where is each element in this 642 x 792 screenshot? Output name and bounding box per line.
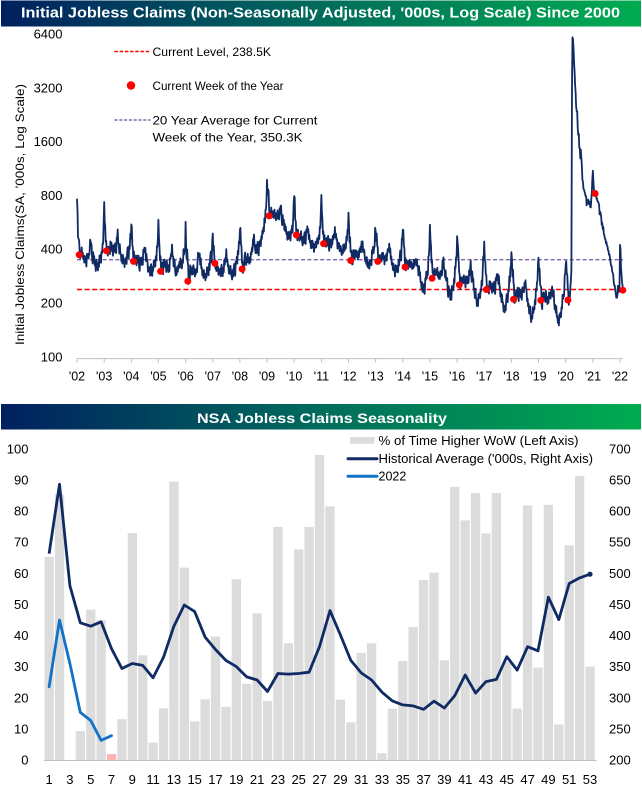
svg-text:41: 41 [458, 772, 472, 787]
svg-text:30: 30 [14, 659, 28, 674]
svg-text:'17: '17 [476, 370, 492, 384]
svg-text:49: 49 [541, 772, 555, 787]
svg-text:3: 3 [66, 772, 73, 787]
svg-text:'15: '15 [422, 370, 438, 384]
svg-text:800: 800 [41, 188, 63, 203]
svg-text:7: 7 [108, 772, 115, 787]
svg-text:70: 70 [14, 535, 28, 550]
svg-text:Week of the Year, 350.3K: Week of the Year, 350.3K [153, 131, 303, 145]
svg-text:25: 25 [291, 772, 305, 787]
svg-text:'18: '18 [503, 370, 519, 384]
svg-text:39: 39 [437, 772, 451, 787]
svg-text:80: 80 [14, 504, 28, 519]
svg-text:51: 51 [562, 772, 576, 787]
svg-text:19: 19 [229, 772, 243, 787]
svg-text:'05: '05 [150, 370, 166, 384]
svg-text:37: 37 [416, 772, 430, 787]
svg-text:650: 650 [609, 472, 631, 487]
svg-text:Historical Average ('000s, Rig: Historical Average ('000s, Right Axis) [379, 452, 594, 466]
svg-text:250: 250 [609, 721, 631, 736]
svg-text:500: 500 [609, 566, 631, 581]
svg-text:53: 53 [583, 772, 597, 787]
svg-text:15: 15 [187, 772, 201, 787]
svg-text:43: 43 [479, 772, 493, 787]
svg-text:200: 200 [609, 753, 631, 768]
svg-text:11: 11 [146, 772, 160, 787]
svg-text:'14: '14 [395, 370, 411, 384]
svg-text:20 Year Average for Current: 20 Year Average for Current [153, 113, 319, 127]
svg-text:'19: '19 [530, 370, 546, 384]
svg-text:60: 60 [14, 566, 28, 581]
svg-text:33: 33 [375, 772, 389, 787]
svg-text:90: 90 [14, 472, 28, 487]
svg-text:2022: 2022 [379, 470, 407, 484]
svg-text:'06: '06 [177, 370, 193, 384]
svg-text:400: 400 [41, 242, 63, 257]
svg-text:'08: '08 [232, 370, 248, 384]
svg-text:10: 10 [14, 721, 28, 736]
svg-text:'09: '09 [259, 370, 275, 384]
svg-text:5: 5 [87, 772, 94, 787]
svg-text:NSA Jobless Claims Seasonality: NSA Jobless Claims Seasonality [197, 410, 447, 426]
svg-text:300: 300 [609, 690, 631, 705]
svg-text:29: 29 [333, 772, 347, 787]
svg-text:'10: '10 [286, 370, 302, 384]
svg-text:350: 350 [609, 659, 631, 674]
svg-text:6400: 6400 [34, 27, 63, 42]
svg-text:450: 450 [609, 597, 631, 612]
svg-text:21: 21 [250, 772, 264, 787]
svg-text:40: 40 [14, 628, 28, 643]
svg-text:31: 31 [354, 772, 368, 787]
svg-text:'16: '16 [449, 370, 465, 384]
svg-text:'04: '04 [123, 370, 139, 384]
svg-text:45: 45 [500, 772, 514, 787]
svg-text:23: 23 [271, 772, 285, 787]
svg-text:'11: '11 [314, 370, 329, 384]
svg-text:550: 550 [609, 535, 631, 550]
svg-text:20: 20 [14, 690, 28, 705]
svg-text:'13: '13 [367, 370, 383, 384]
svg-text:200: 200 [41, 296, 63, 311]
svg-text:Initial Jobless Claims (Non-Se: Initial Jobless Claims (Non-Seasonally A… [21, 5, 620, 21]
svg-text:17: 17 [208, 772, 222, 787]
svg-text:27: 27 [312, 772, 326, 787]
svg-text:% of Time Higher WoW (Left Axi: % of Time Higher WoW (Left Axis) [379, 434, 579, 448]
svg-text:3200: 3200 [34, 80, 63, 95]
svg-text:'07: '07 [205, 370, 221, 384]
svg-text:'22: '22 [612, 370, 628, 384]
svg-text:'21: '21 [585, 370, 601, 384]
svg-text:13: 13 [167, 772, 181, 787]
svg-text:'12: '12 [340, 370, 356, 384]
svg-text:35: 35 [396, 772, 410, 787]
svg-text:1: 1 [45, 772, 52, 787]
svg-text:'20: '20 [558, 370, 574, 384]
svg-text:'03: '03 [96, 370, 112, 384]
svg-text:100: 100 [7, 441, 29, 456]
svg-text:1600: 1600 [34, 134, 63, 149]
svg-text:50: 50 [14, 597, 28, 612]
svg-text:600: 600 [609, 504, 631, 519]
svg-text:Current Level, 238.5K: Current Level, 238.5K [153, 45, 272, 59]
svg-text:0: 0 [21, 753, 28, 768]
svg-text:'02: '02 [69, 370, 85, 384]
svg-text:400: 400 [609, 628, 631, 643]
svg-text:700: 700 [609, 441, 631, 456]
svg-text:Current Week of the Year: Current Week of the Year [153, 79, 284, 93]
svg-text:Initial Jobless Claims(SA, '00: Initial Jobless Claims(SA, '000s, Log Sc… [13, 84, 27, 345]
svg-text:100: 100 [41, 349, 63, 364]
svg-text:47: 47 [520, 772, 534, 787]
svg-text:9: 9 [129, 772, 136, 787]
